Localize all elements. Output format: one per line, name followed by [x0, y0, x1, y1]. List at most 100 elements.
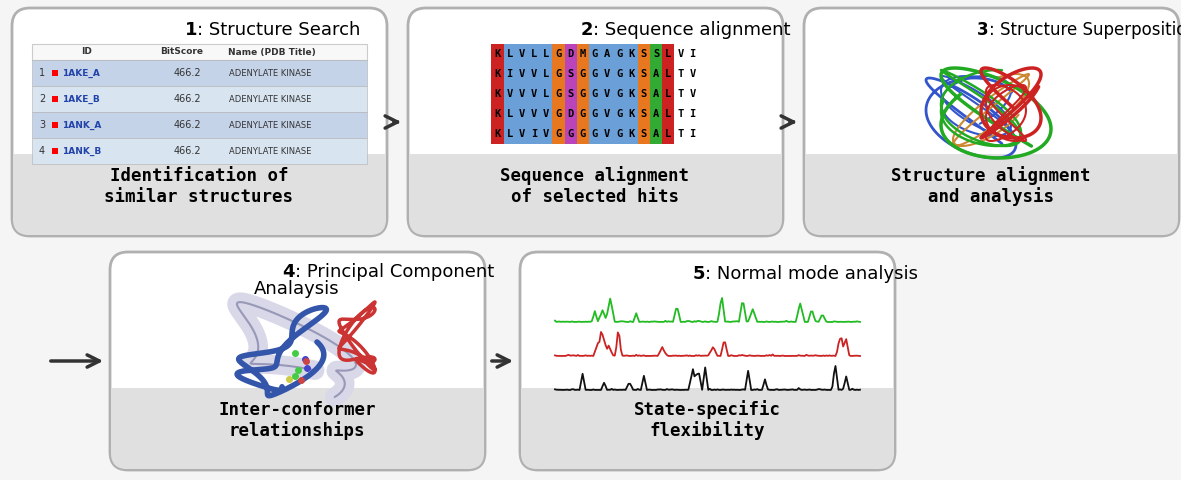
- Bar: [613, 84, 626, 104]
- Text: 1: 1: [39, 68, 45, 78]
- Bar: [601, 84, 613, 104]
- Bar: [613, 124, 626, 144]
- Text: S: S: [640, 49, 647, 59]
- Bar: [491, 44, 503, 64]
- Text: K: K: [628, 89, 634, 99]
- Text: V: V: [518, 89, 524, 99]
- Text: V: V: [690, 89, 696, 99]
- Text: S: S: [640, 89, 647, 99]
- Text: : Normal mode analysis: : Normal mode analysis: [705, 265, 918, 283]
- Text: ADENYLATE KINASE: ADENYLATE KINASE: [229, 120, 311, 130]
- Text: V: V: [518, 69, 524, 79]
- Text: 1AKE_B: 1AKE_B: [61, 95, 99, 104]
- Text: K: K: [495, 49, 501, 59]
- Text: L: L: [665, 69, 671, 79]
- Bar: [626, 64, 638, 84]
- Text: K: K: [495, 69, 501, 79]
- Text: ID: ID: [81, 48, 92, 57]
- Text: I: I: [507, 69, 513, 79]
- Text: K: K: [495, 89, 501, 99]
- Bar: [576, 64, 589, 84]
- Bar: [589, 44, 601, 64]
- Bar: [626, 124, 638, 144]
- Text: 1AKE_A: 1AKE_A: [61, 69, 100, 78]
- FancyBboxPatch shape: [521, 389, 894, 469]
- Bar: [589, 124, 601, 144]
- FancyBboxPatch shape: [409, 155, 782, 235]
- Bar: [650, 104, 663, 124]
- Text: V: V: [531, 69, 537, 79]
- Text: K: K: [495, 109, 501, 119]
- Bar: [52, 122, 58, 128]
- Text: L: L: [531, 49, 537, 59]
- Text: G: G: [592, 89, 598, 99]
- Bar: [613, 64, 626, 84]
- FancyBboxPatch shape: [12, 8, 387, 236]
- Text: V: V: [518, 49, 524, 59]
- Bar: [663, 124, 674, 144]
- Bar: [32, 60, 367, 86]
- Bar: [553, 124, 565, 144]
- Text: ADENYLATE KINASE: ADENYLATE KINASE: [229, 69, 311, 77]
- Bar: [528, 124, 540, 144]
- Bar: [528, 44, 540, 64]
- Text: T: T: [677, 129, 684, 139]
- Text: Structure alignment: Structure alignment: [892, 167, 1091, 185]
- Bar: [638, 124, 650, 144]
- Text: : Principal Component: : Principal Component: [295, 263, 495, 281]
- Text: V: V: [603, 129, 611, 139]
- Text: 3: 3: [978, 21, 988, 39]
- Text: V: V: [603, 109, 611, 119]
- Text: G: G: [592, 69, 598, 79]
- Bar: [626, 104, 638, 124]
- Bar: [650, 124, 663, 144]
- Bar: [32, 138, 367, 164]
- Bar: [503, 124, 516, 144]
- Text: L: L: [507, 109, 513, 119]
- Bar: [13, 154, 386, 195]
- Text: and analysis: and analysis: [928, 188, 1053, 206]
- Text: 1ANK_B: 1ANK_B: [61, 146, 102, 156]
- FancyBboxPatch shape: [13, 155, 386, 235]
- Bar: [663, 84, 674, 104]
- Text: V: V: [518, 129, 524, 139]
- Bar: [516, 44, 528, 64]
- Text: L: L: [665, 129, 671, 139]
- Text: ADENYLATE KINASE: ADENYLATE KINASE: [229, 146, 311, 156]
- Text: K: K: [628, 69, 634, 79]
- FancyBboxPatch shape: [520, 252, 895, 470]
- Text: G: G: [568, 129, 574, 139]
- Bar: [663, 104, 674, 124]
- Text: L: L: [507, 49, 513, 59]
- Text: 3: 3: [39, 120, 45, 130]
- Bar: [503, 104, 516, 124]
- Text: 466.2: 466.2: [174, 120, 201, 130]
- Text: V: V: [507, 89, 513, 99]
- Text: G: G: [616, 49, 622, 59]
- Text: K: K: [628, 129, 634, 139]
- Text: A: A: [603, 49, 611, 59]
- Text: Analaysis: Analaysis: [254, 280, 340, 298]
- Text: L: L: [543, 89, 549, 99]
- Text: V: V: [690, 69, 696, 79]
- Text: : Structure Superposition: : Structure Superposition: [988, 21, 1181, 39]
- Bar: [516, 64, 528, 84]
- Bar: [589, 104, 601, 124]
- Bar: [589, 64, 601, 84]
- FancyBboxPatch shape: [805, 155, 1177, 235]
- Text: I: I: [690, 129, 696, 139]
- Text: D: D: [568, 49, 574, 59]
- Text: relationships: relationships: [229, 421, 365, 441]
- Text: G: G: [580, 109, 586, 119]
- Text: State-specific: State-specific: [633, 400, 781, 420]
- Text: G: G: [555, 129, 561, 139]
- Text: A: A: [653, 109, 659, 119]
- Text: G: G: [580, 69, 586, 79]
- Text: G: G: [555, 89, 561, 99]
- Bar: [638, 84, 650, 104]
- Bar: [503, 84, 516, 104]
- Text: I: I: [690, 49, 696, 59]
- Text: V: V: [543, 129, 549, 139]
- Text: 466.2: 466.2: [174, 146, 201, 156]
- Text: V: V: [677, 49, 684, 59]
